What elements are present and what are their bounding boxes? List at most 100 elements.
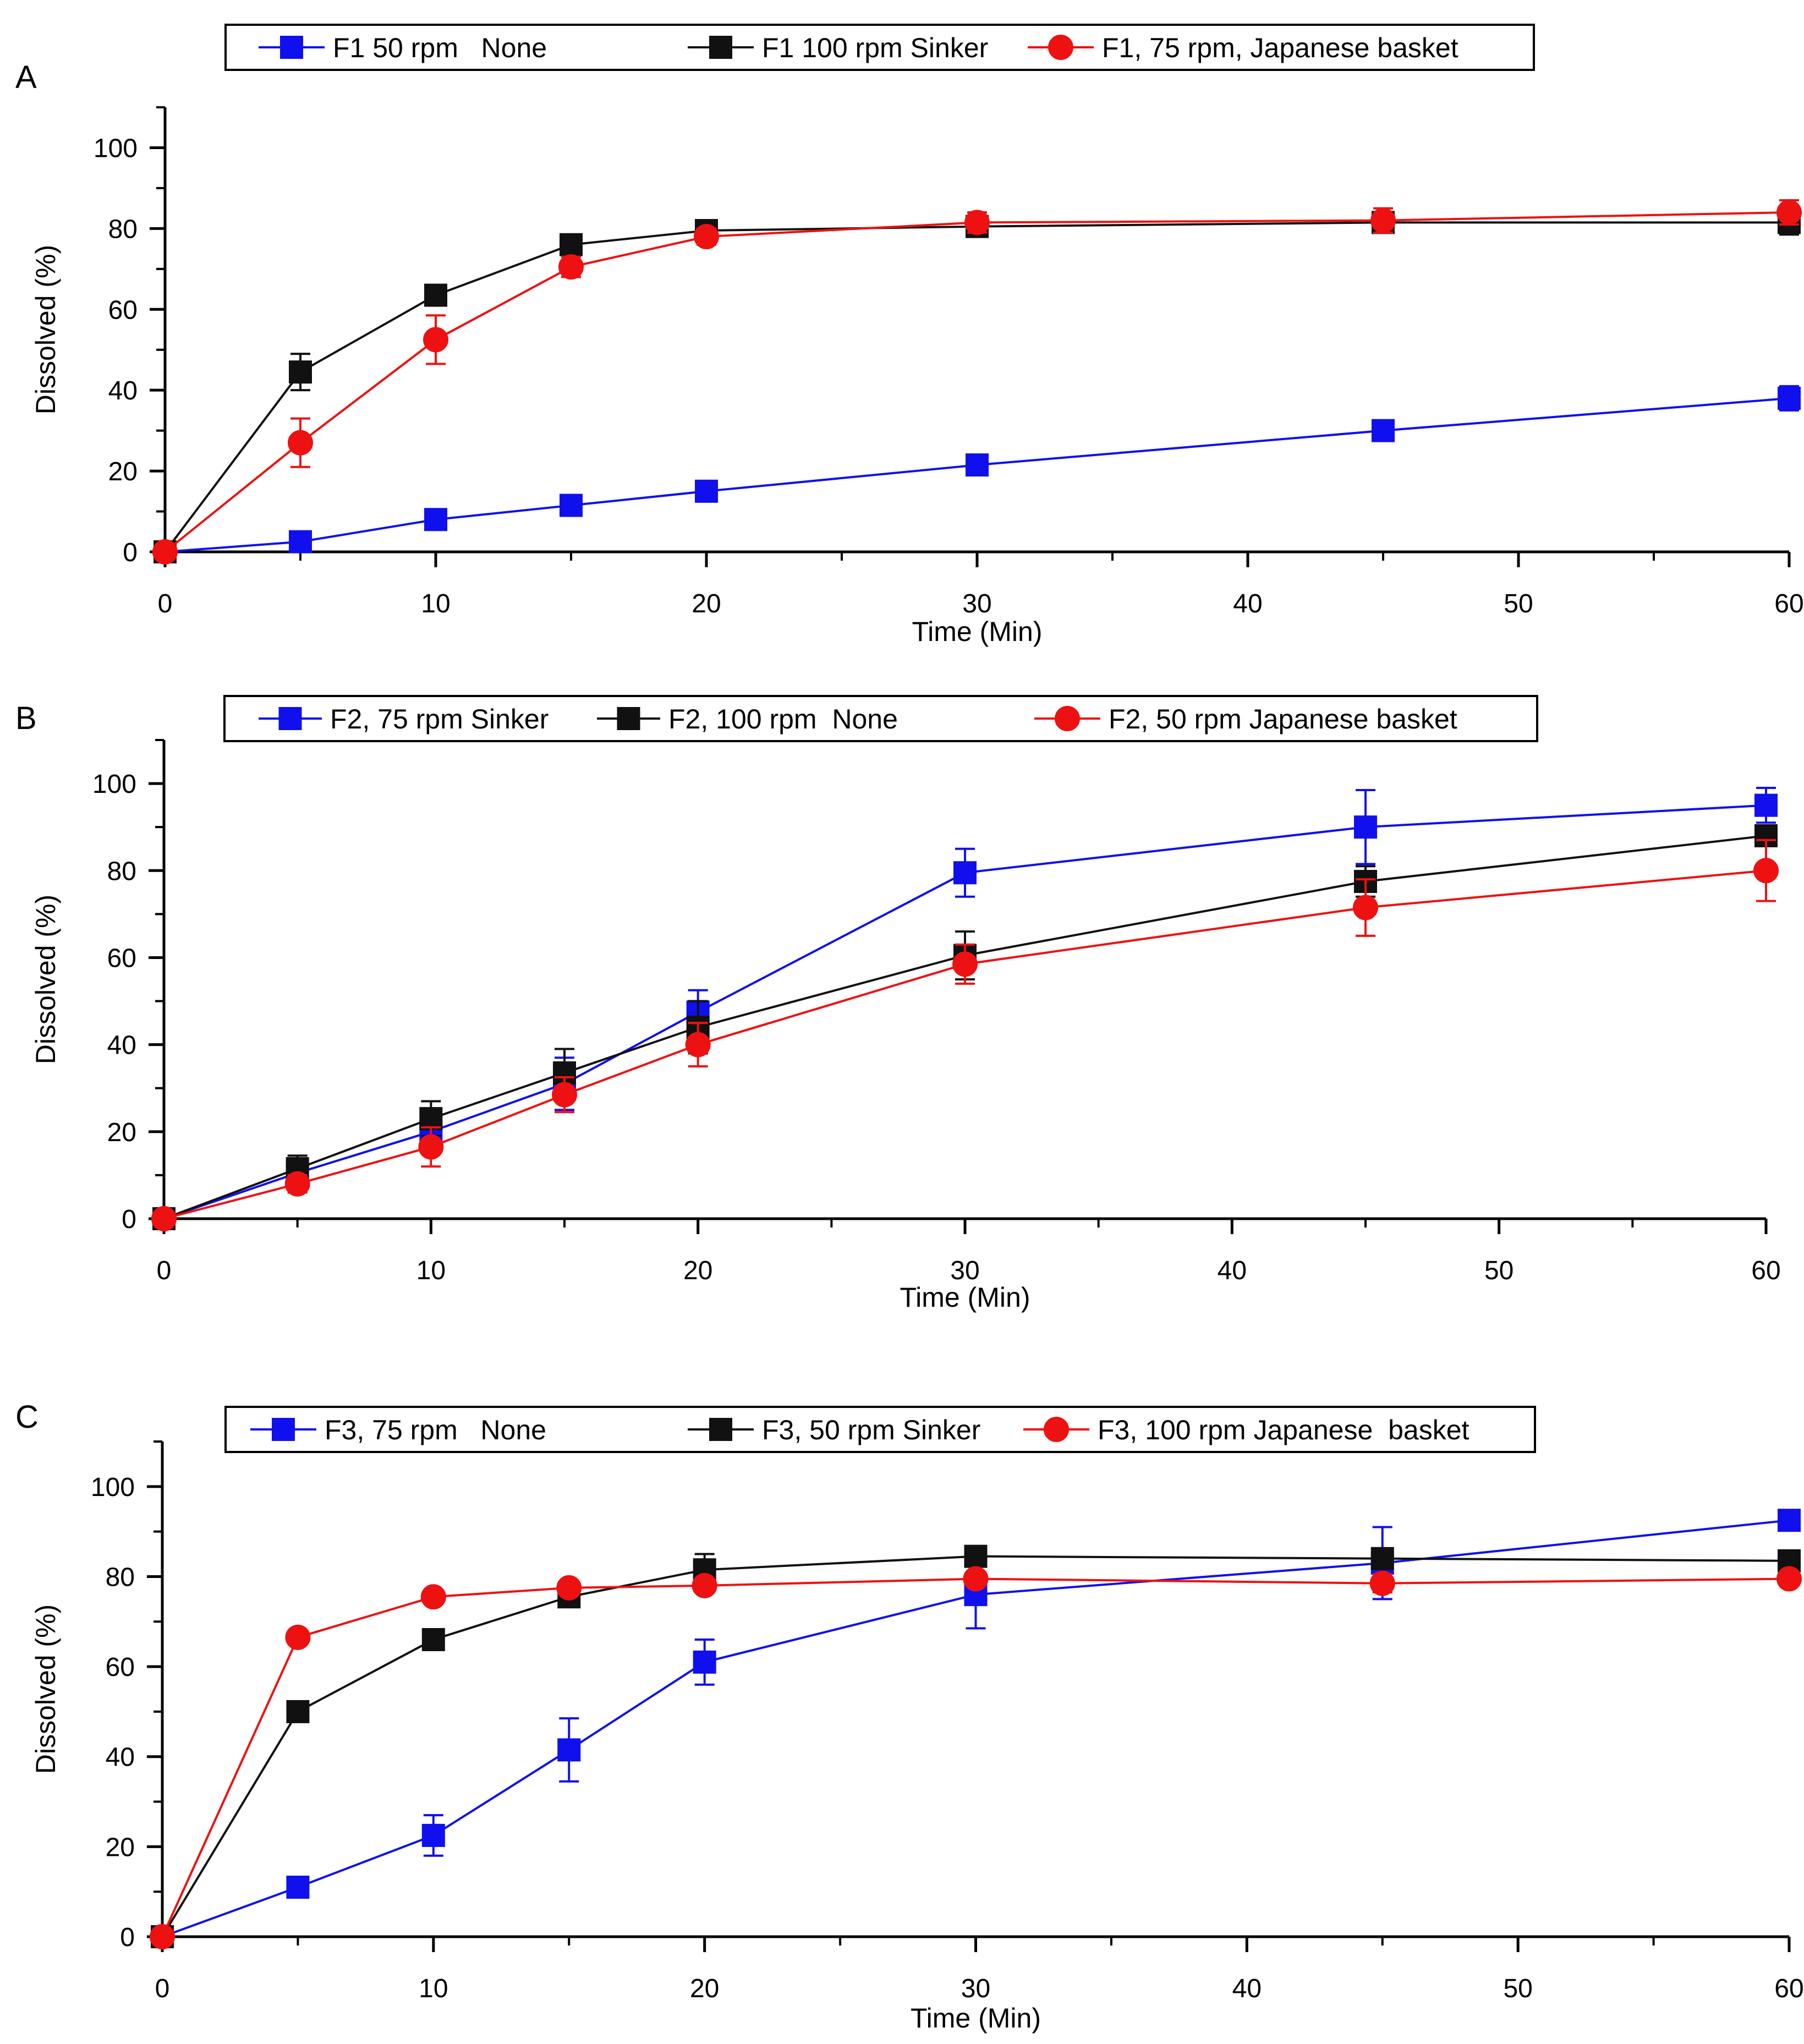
data-point: [963, 1566, 989, 1592]
y-tick-label: 0: [123, 538, 138, 567]
legend-marker: [617, 707, 640, 730]
data-point: [1354, 815, 1377, 839]
data-point: [418, 1134, 444, 1160]
x-tick-label: 30: [962, 589, 991, 618]
x-tick-label: 10: [416, 1256, 446, 1285]
data-point: [685, 1032, 711, 1057]
data-point: [694, 224, 719, 250]
data-point: [964, 1544, 988, 1568]
data-point: [423, 327, 448, 353]
x-tick-label: 50: [1484, 1256, 1514, 1285]
series-line: [165, 397, 1790, 553]
legend-marker: [1055, 706, 1080, 731]
series-line: [163, 835, 1767, 1220]
panel-label: C: [15, 1399, 39, 1435]
panel-label: A: [15, 59, 37, 95]
x-tick-label: 0: [157, 1256, 172, 1285]
series-line: [164, 211, 1790, 553]
data-point: [966, 453, 989, 477]
legend-marker: [1044, 1417, 1069, 1442]
chart-panel-b: B 0 10 20 30 40 50 60 0 20 40 60 80 100 Time (Min) Diss…: [15, 695, 1781, 1313]
legend: F1 50 rpm None F1 100 rpm Sinker F1, 75 rp…: [224, 24, 1535, 71]
legend-box: [224, 1406, 1536, 1453]
data-point: [557, 1738, 581, 1762]
data-point: [556, 1575, 582, 1601]
y-tick-label: 100: [92, 770, 136, 799]
series-3: [151, 839, 1779, 1231]
x-axis-label: Time (Min): [912, 616, 1042, 647]
legend-marker: [280, 36, 303, 59]
legend-label: F1 50 rpm None: [333, 32, 547, 63]
data-point: [419, 1107, 443, 1131]
legend-label: F3, 75 rpm None: [325, 1415, 546, 1445]
data-point: [424, 508, 447, 531]
data-point: [1372, 419, 1395, 442]
data-point: [289, 360, 312, 384]
y-tick-label: 60: [108, 295, 138, 325]
x-tick-label: 40: [1218, 1256, 1247, 1285]
data-point: [288, 430, 313, 456]
x-tick-label: 50: [1503, 1974, 1532, 2003]
data-point: [1370, 1547, 1394, 1570]
data-point: [151, 1206, 177, 1231]
y-tick-label: 0: [120, 1923, 135, 1952]
data-point: [421, 1823, 445, 1847]
x-tick-label: 50: [1504, 589, 1533, 618]
data-point: [286, 1876, 310, 1899]
legend-marker: [272, 1418, 295, 1441]
data-point: [1370, 207, 1396, 233]
series-2: [153, 209, 1801, 563]
x-tick-label: 0: [155, 1974, 170, 2003]
y-tick-label: 80: [108, 215, 138, 244]
series-line: [161, 1555, 1790, 1938]
data-point: [1754, 793, 1778, 817]
y-tick-label: 80: [106, 1563, 135, 1592]
x-tick-label: 10: [421, 589, 450, 618]
legend-marker: [709, 1418, 732, 1441]
data-point: [952, 951, 978, 977]
series-line: [161, 1577, 1790, 1937]
legend-label: F2, 50 rpm Japanese basket: [1109, 704, 1457, 735]
data-point: [695, 479, 718, 503]
x-tick-label: 30: [961, 1974, 990, 2003]
x-tick-label: 60: [1774, 589, 1803, 618]
series-1: [152, 787, 1778, 1230]
data-point: [693, 1650, 716, 1674]
series-3: [150, 1566, 1802, 1949]
y-tick-label: 40: [107, 1031, 136, 1060]
x-tick-label: 20: [692, 589, 721, 618]
data-point: [1369, 1570, 1395, 1596]
y-tick-label: 60: [107, 944, 136, 973]
legend: F3, 75 rpm None F3, 50 rpm Sinker F3, 100 …: [224, 1406, 1536, 1453]
chart-panel-a: A 0 10 20 30 40 50 60 0 20 40 60 80 100 Time (Min) Diss…: [15, 24, 1804, 647]
data-point: [284, 1171, 310, 1197]
data-point: [289, 530, 312, 554]
data-point: [552, 1082, 577, 1108]
x-tick-label: 30: [950, 1256, 979, 1285]
y-tick-label: 20: [106, 1833, 135, 1862]
panel-label: B: [15, 700, 37, 736]
chart-panel-c: C 0 10 20 30 40 50 60 0 20 40 60 80 100 Time (Min) Diss…: [15, 1399, 1804, 2034]
legend-label: F3, 50 rpm Sinker: [762, 1415, 980, 1445]
y-tick-label: 20: [107, 1118, 136, 1147]
data-point: [421, 1628, 445, 1651]
series-line: [164, 221, 1789, 553]
legend-label: F1 100 rpm Sinker: [762, 32, 988, 63]
series-line: [163, 869, 1767, 1220]
legend-label: F2, 100 rpm None: [668, 704, 898, 735]
y-tick-label: 40: [108, 376, 138, 405]
x-tick-label: 60: [1751, 1256, 1780, 1285]
y-tick-label: 100: [94, 134, 138, 163]
data-point: [560, 233, 583, 256]
y-axis-label: Dissolved (%): [30, 1604, 61, 1774]
y-tick-label: 20: [108, 457, 138, 486]
x-tick-label: 0: [158, 589, 173, 618]
x-tick-label: 40: [1232, 1974, 1262, 2003]
data-point: [152, 539, 178, 565]
data-point: [150, 1924, 175, 1949]
data-point: [1353, 895, 1378, 920]
legend-marker: [709, 36, 732, 59]
x-axis-label: Time (Min): [900, 1282, 1030, 1313]
legend: F2, 75 rpm Sinker F2, 100 rpm None F2, 50 …: [223, 695, 1538, 742]
